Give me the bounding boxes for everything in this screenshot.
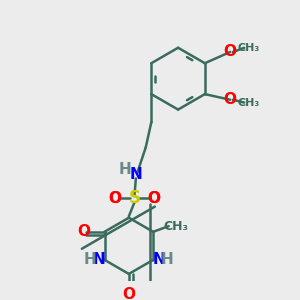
- Text: CH₃: CH₃: [238, 98, 260, 107]
- Text: H: H: [118, 163, 131, 178]
- Text: CH₃: CH₃: [237, 43, 260, 53]
- Text: O: O: [224, 44, 237, 59]
- Text: O: O: [108, 190, 121, 206]
- Text: O: O: [148, 190, 160, 206]
- Text: O: O: [108, 190, 121, 206]
- Text: N: N: [92, 252, 105, 267]
- Text: H: H: [84, 252, 97, 267]
- Text: O: O: [77, 224, 90, 239]
- Text: CH₃: CH₃: [163, 220, 188, 233]
- Text: O: O: [148, 190, 160, 206]
- Text: S: S: [128, 189, 140, 207]
- Text: N: N: [130, 167, 142, 182]
- Text: O: O: [224, 92, 237, 107]
- Text: N: N: [152, 252, 165, 267]
- Text: H: H: [161, 252, 174, 267]
- Text: O: O: [122, 287, 135, 300]
